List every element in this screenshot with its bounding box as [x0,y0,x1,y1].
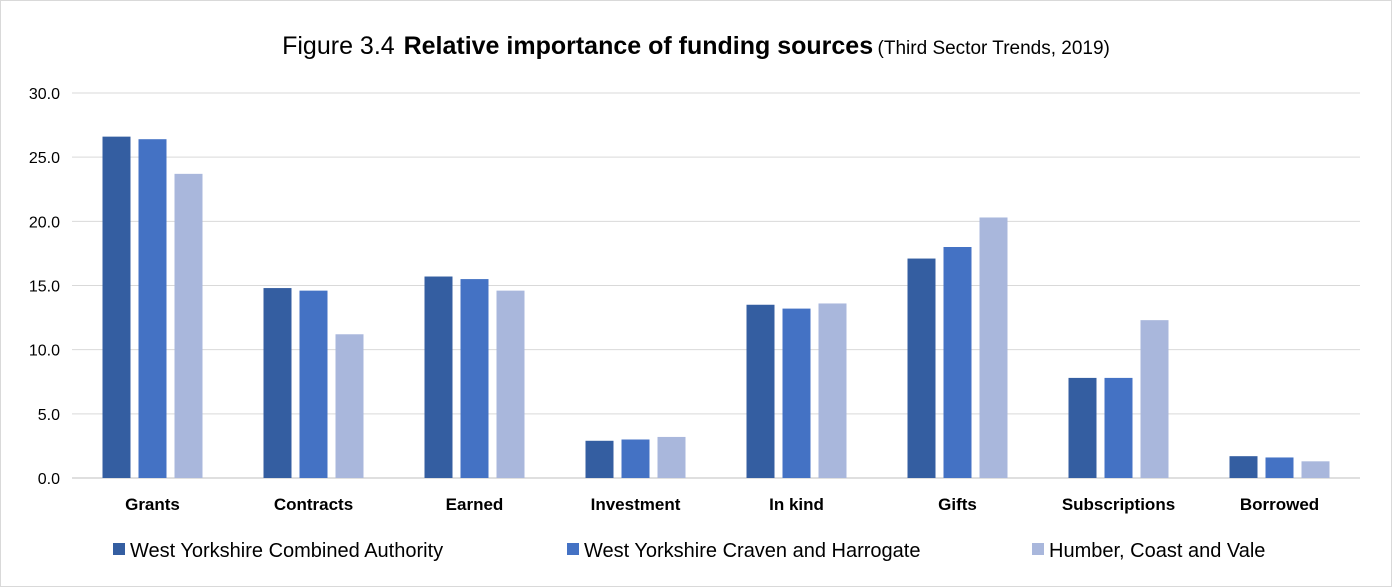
chart-title: Figure 3.4 Relative importance of fundin… [0,32,1392,61]
bar [263,288,292,478]
bar [657,436,686,478]
category-label: In kind [769,495,824,514]
bar [1140,320,1169,478]
legend-swatch [1032,543,1044,555]
y-tick-label: 25.0 [29,150,60,167]
bar [102,136,131,478]
bar [585,440,614,478]
bar [299,290,328,478]
y-tick-label: 0.0 [38,471,60,488]
bar [174,173,203,478]
bar [1301,461,1330,478]
bar [1104,377,1133,478]
bar [424,276,453,478]
bar [496,290,525,478]
category-label: Investment [591,495,681,514]
bar [979,217,1008,478]
bar [1265,457,1294,478]
legend-swatch [113,543,125,555]
chart-title-main: Relative importance of funding sources [403,32,874,60]
legend-label: Humber, Coast and Vale [1049,540,1265,562]
bar [818,303,847,478]
category-label: Subscriptions [1062,495,1175,514]
bar [907,258,936,478]
category-label: Earned [446,495,504,514]
category-label: Contracts [274,495,353,514]
bar [1229,456,1258,478]
bar [782,308,811,478]
y-tick-label: 5.0 [38,407,60,424]
chart-title-suffix: (Third Sector Trends, 2019) [877,38,1110,59]
category-label: Borrowed [1240,495,1319,514]
bar [621,439,650,478]
bar [335,334,364,478]
bar [1068,377,1097,478]
bar [943,247,972,478]
y-tick-label: 20.0 [29,214,60,231]
legend-swatch [567,543,579,555]
legend-label: West Yorkshire Combined Authority [130,540,443,562]
chart-title-prefix: Figure 3.4 [282,32,395,60]
y-tick-label: 30.0 [29,86,60,103]
bar [460,279,489,478]
bar [746,304,775,478]
category-label: Grants [125,495,180,514]
y-tick-label: 15.0 [29,279,60,296]
category-label: Gifts [938,495,977,514]
bar [138,139,167,478]
legend-label: West Yorkshire Craven and Harrogate [584,540,920,562]
y-tick-label: 10.0 [29,343,60,360]
